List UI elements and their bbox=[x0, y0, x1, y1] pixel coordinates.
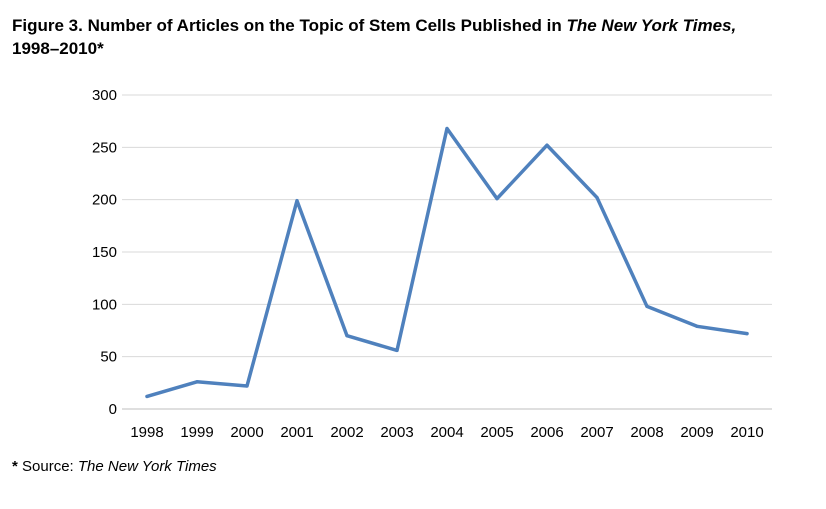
y-tick-label: 100 bbox=[92, 296, 117, 313]
y-tick-label: 150 bbox=[92, 244, 117, 261]
chart-title-publication: The New York Times, bbox=[566, 16, 737, 35]
y-tick-label: 250 bbox=[92, 139, 117, 156]
chart-title-prefix: Figure 3. Number of Articles on the Topi… bbox=[12, 16, 567, 35]
x-tick-label: 2010 bbox=[730, 424, 763, 441]
gridlines bbox=[122, 94, 772, 358]
x-tick-label: 1998 bbox=[130, 424, 163, 441]
x-tick-label: 2005 bbox=[480, 424, 513, 441]
data-point bbox=[245, 384, 249, 388]
x-tick-label: 2000 bbox=[230, 424, 263, 441]
y-tick-label: 50 bbox=[100, 349, 117, 366]
x-tick-label: 2001 bbox=[280, 424, 313, 441]
data-point bbox=[395, 348, 399, 352]
x-tick-label: 2008 bbox=[630, 424, 663, 441]
data-series bbox=[145, 126, 749, 399]
y-tick-label: 0 bbox=[109, 401, 117, 418]
x-tick-label: 1999 bbox=[180, 424, 213, 441]
x-tick-label: 2009 bbox=[680, 424, 713, 441]
x-tick-label: 2002 bbox=[330, 424, 363, 441]
footnote-source: The New York Times bbox=[77, 458, 217, 475]
x-tick-label: 2003 bbox=[380, 424, 413, 441]
data-point bbox=[745, 332, 749, 336]
chart-title: Figure 3. Number of Articles on the Topi… bbox=[12, 14, 812, 60]
data-point bbox=[495, 197, 499, 201]
data-point bbox=[195, 380, 199, 384]
data-point bbox=[345, 334, 349, 338]
data-point bbox=[695, 324, 699, 328]
chart-title-years: 1998–2010* bbox=[12, 39, 104, 58]
source-footnote: * Source: The New York Times bbox=[12, 458, 217, 475]
x-tick-label: 2004 bbox=[430, 424, 463, 441]
y-tick-label: 300 bbox=[92, 87, 117, 104]
x-tick-label: 2007 bbox=[580, 424, 613, 441]
data-point bbox=[295, 199, 299, 203]
data-point bbox=[595, 195, 599, 200]
x-axis-tick-labels: 1998 1999 2000 2001 2002 2003 2004 2005 2006 2007… bbox=[130, 424, 763, 441]
x-tick-label: 2006 bbox=[530, 424, 563, 441]
footnote-label: Source: bbox=[17, 458, 78, 475]
footnote-marker: * bbox=[12, 458, 18, 475]
y-tick-label: 200 bbox=[92, 192, 117, 209]
y-axis-tick-labels: 0 50 100 150 200 250 300 bbox=[92, 87, 117, 418]
data-point bbox=[545, 143, 549, 147]
data-point bbox=[645, 304, 649, 309]
data-point bbox=[145, 394, 149, 399]
data-point bbox=[445, 126, 449, 131]
